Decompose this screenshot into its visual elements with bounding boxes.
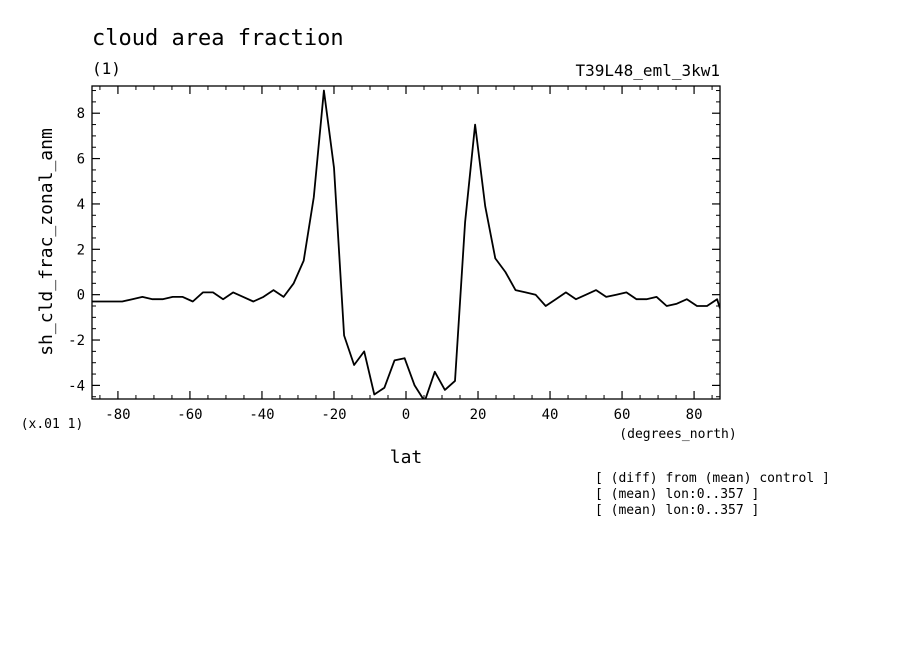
x-tick-label: 60 <box>614 407 631 423</box>
chart-title: cloud area fraction <box>92 26 344 51</box>
x-tick-label: 20 <box>470 407 487 423</box>
x-tick-label: 0 <box>402 407 410 423</box>
y-tick-label: -2 <box>68 333 85 349</box>
x-tick-label: -80 <box>105 407 130 423</box>
x-units-label: (degrees_north) <box>619 427 736 442</box>
series-line <box>92 89 720 399</box>
x-tick-label: 80 <box>686 407 703 423</box>
run-label: T39L48_eml_3kw1 <box>576 61 721 80</box>
note-line: [ (mean) lon:0..357 ] <box>595 503 759 518</box>
y-tick-label: 6 <box>77 152 85 168</box>
y-axis-label: sh_cld_frac_zonal_anm <box>36 128 57 356</box>
x-tick-label: 40 <box>542 407 559 423</box>
note-line: [ (mean) lon:0..357 ] <box>595 487 759 502</box>
y-tick-label: -4 <box>68 378 85 394</box>
x-tick-label: -60 <box>177 407 202 423</box>
y-tick-label: 2 <box>77 242 85 258</box>
y-tick-label: 8 <box>77 106 85 122</box>
y-tick-label: 0 <box>77 288 85 304</box>
note-line: [ (diff) from (mean) control ] <box>595 471 830 486</box>
x-axis-label: lat <box>390 447 423 468</box>
plot-frame <box>91 85 721 400</box>
y-tick-label: 4 <box>77 197 85 213</box>
units-label: (1) <box>92 59 121 78</box>
x-tick-label: -40 <box>249 407 274 423</box>
x-tick-label: -20 <box>321 407 346 423</box>
y-scale-label: (x.01 1) <box>21 417 84 432</box>
